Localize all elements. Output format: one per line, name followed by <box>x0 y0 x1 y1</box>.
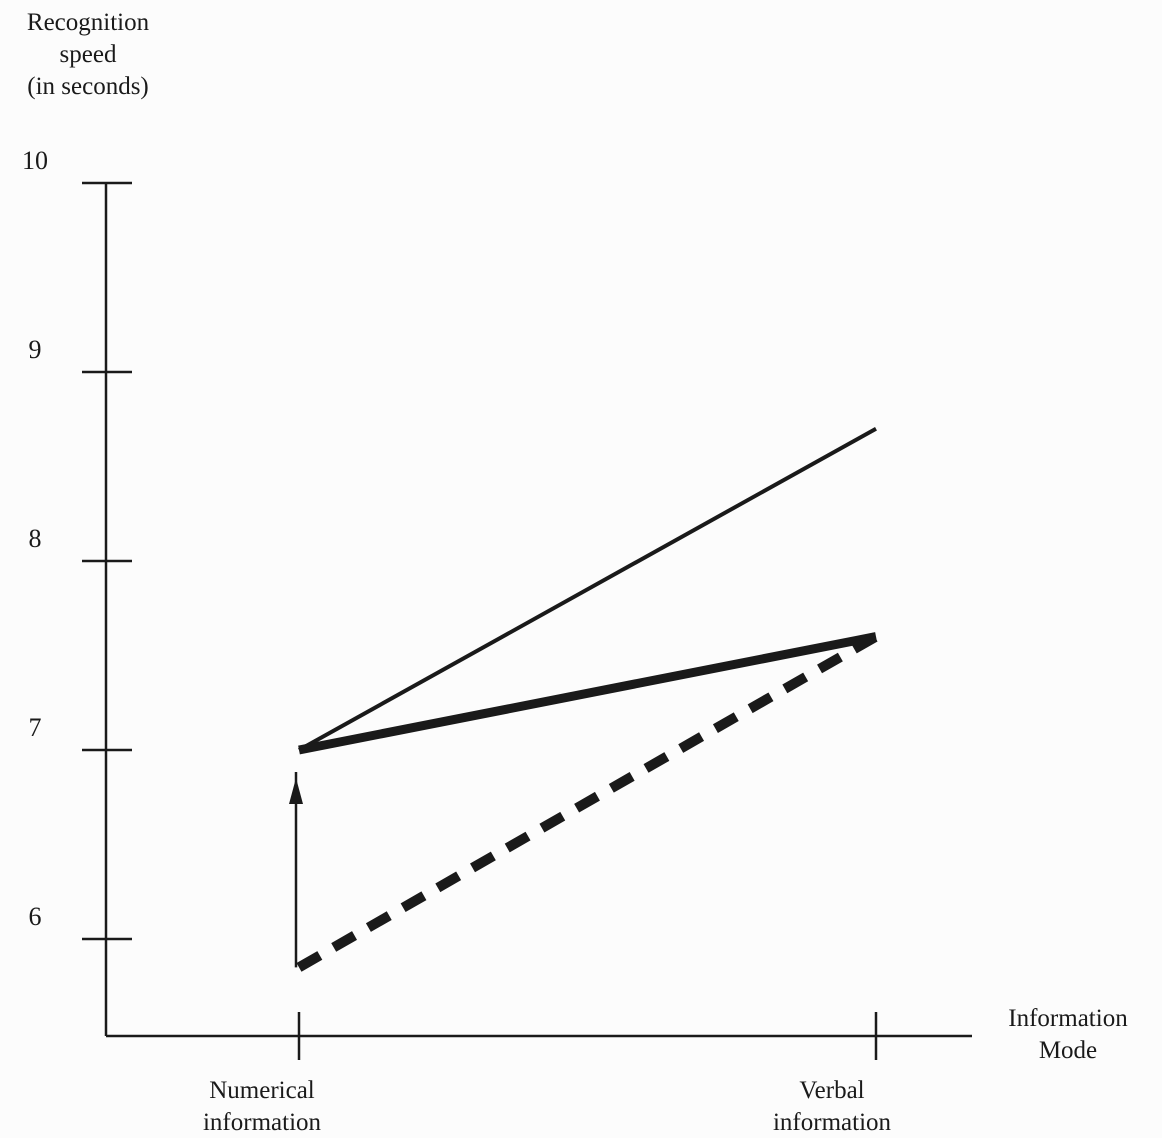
series-line-1 <box>298 426 877 752</box>
annotations-group <box>289 772 303 968</box>
x-axis-title-line-2: Mode <box>1039 1037 1097 1064</box>
series-line-2 <box>298 632 877 755</box>
category-label-numerical-line-2: information <box>203 1109 322 1136</box>
y-tick-label-10: 10 <box>22 146 48 175</box>
series-group <box>296 426 879 972</box>
y-tick-label-6: 6 <box>29 902 42 931</box>
y-ticks: 6 7 8 9 10 <box>22 146 132 941</box>
y-tick-label-9: 9 <box>29 335 42 364</box>
y-axis-title-line-1: Recognition <box>27 9 150 36</box>
x-axis-title-line-1: Information <box>1008 1005 1128 1032</box>
series-line-3 <box>296 632 879 972</box>
y-tick-label-7: 7 <box>29 713 42 742</box>
annotation-arrow-head <box>289 778 303 804</box>
category-label-verbal-line-1: Verbal <box>799 1077 864 1104</box>
y-tick-label-8: 8 <box>29 524 42 553</box>
y-axis-title-line-2: speed <box>60 41 117 68</box>
category-label-verbal-line-2: information <box>773 1109 892 1136</box>
y-axis-title-line-3: (in seconds) <box>27 73 149 100</box>
category-label-numerical-line-1: Numerical <box>209 1077 315 1104</box>
